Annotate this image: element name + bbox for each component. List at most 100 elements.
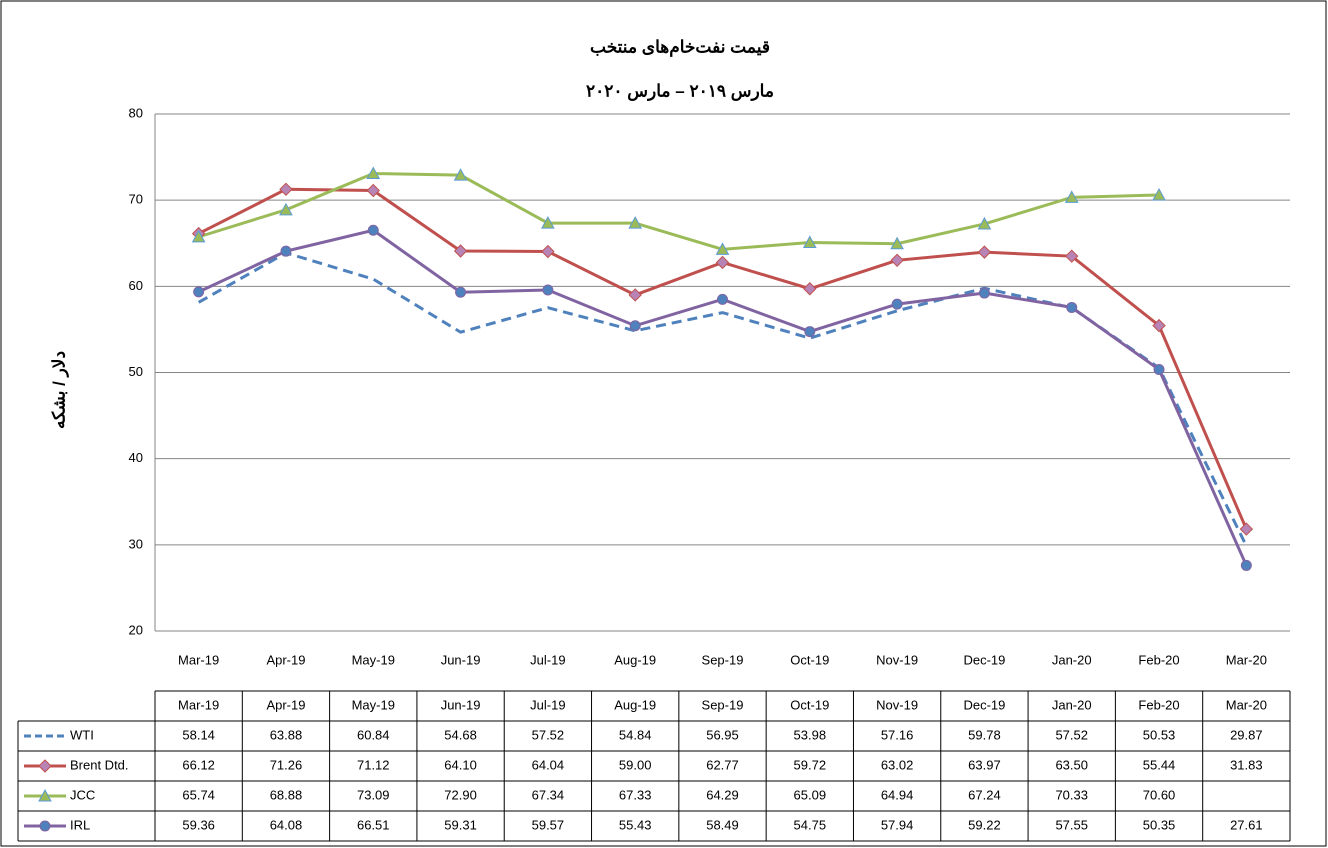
table-cell: 64.94 [881,787,914,802]
table-cell: 54.75 [794,817,827,832]
x-tick-label: Sep-19 [702,652,744,667]
table-cell: 57.55 [1055,817,1088,832]
table-header: Mar-19 [178,697,219,712]
series-line [198,172,1160,251]
table-cell: 68.88 [270,787,303,802]
y-tick-label: 70 [129,192,143,207]
x-tick-label: Mar-19 [178,652,219,667]
table-cell: 50.35 [1143,817,1176,832]
data-point [367,224,379,236]
x-tick-label: Mar-20 [1226,652,1267,667]
table-header: Jan-20 [1052,697,1092,712]
data-point [629,320,641,332]
table-cell: 63.50 [1055,757,1088,772]
table-cell: 57.52 [532,727,565,742]
data-point [1064,190,1079,203]
x-tick-label: May-19 [352,652,395,667]
table-cell: 67.24 [968,787,1001,802]
table-cell: 58.14 [182,727,215,742]
table-header: Apr-19 [266,697,305,712]
table-cell: 65.09 [794,787,827,802]
data-point [455,286,467,298]
table-cell: 67.34 [532,787,565,802]
table-header: Mar-20 [1226,697,1267,712]
table-header: Sep-19 [702,697,744,712]
data-point [890,236,904,250]
data-point [191,229,206,243]
table-cell: 29.87 [1230,727,1263,742]
table-cell: 63.97 [968,757,1001,772]
table-cell: 60.84 [357,727,390,742]
x-tick-label: Jan-20 [1052,652,1092,667]
data-point [453,168,468,181]
table-cell: 62.77 [706,757,739,772]
data-point [542,284,554,296]
table-cell: 59.36 [182,817,215,832]
table-cell: 59.31 [444,817,477,832]
table-cell: 70.33 [1055,787,1088,802]
data-point [628,216,643,229]
table-cell: 59.72 [794,757,827,772]
data-point [802,235,817,248]
data-point [280,245,292,257]
data-point [1066,301,1078,313]
data-point [453,244,468,258]
table-cell: 27.61 [1230,817,1263,832]
x-tick-label: Nov-19 [876,652,918,667]
table-cell: 66.12 [182,757,215,772]
y-tick-label: 40 [129,450,143,465]
data-point [804,326,816,338]
table-cell: 59.78 [968,727,1001,742]
data-point [977,245,992,259]
data-point [1152,318,1166,333]
table-cell: 65.74 [182,787,215,802]
data-point [193,286,205,298]
x-tick-label: Aug-19 [614,652,656,667]
table-cell: 73.09 [357,787,390,802]
table-cell: 71.26 [270,757,303,772]
table-header: Feb-20 [1138,697,1179,712]
legend-label: JCC [70,787,95,802]
table-cell: 64.08 [270,817,303,832]
legend-label: Brent Dtd. [70,757,129,772]
table-cell: 64.04 [532,757,565,772]
data-point [366,183,380,198]
data-point [1153,363,1165,375]
legend-label: WTI [70,727,94,742]
data-point [366,166,381,180]
table-cell: 59.22 [968,817,1001,832]
data-point [890,253,904,268]
table-cell: 57.52 [1055,727,1088,742]
table-cell: 71.12 [357,757,390,772]
data-point [541,244,555,259]
data-point [279,182,293,197]
table-cell: 31.83 [1230,757,1263,772]
legend-marker [39,820,51,832]
data-point [628,288,642,302]
table-cell: 54.68 [444,727,477,742]
y-tick-label: 60 [129,278,143,293]
data-point [803,282,817,296]
data-point [715,242,730,255]
table-header: Dec-19 [963,697,1005,712]
series-line [198,228,1248,567]
table-cell: 63.88 [270,727,303,742]
table-cell: 64.29 [706,787,739,802]
table-cell: 53.98 [794,727,827,742]
legend-label: IRL [70,817,90,832]
table-cell: 56.95 [706,727,739,742]
legend-marker [38,759,52,773]
table-header: Aug-19 [614,697,656,712]
data-point [1065,249,1079,263]
table-cell: 67.33 [619,787,652,802]
x-tick-label: Jun-19 [441,652,481,667]
data-point [978,287,990,299]
table-cell: 72.90 [444,787,477,802]
y-tick-label: 80 [129,105,143,120]
y-axis-label: دلار / بشکه [49,351,69,429]
table-cell: 70.60 [1143,787,1176,802]
series-line [197,187,1248,530]
x-tick-label: Apr-19 [266,652,305,667]
table-header: Jun-19 [441,697,481,712]
